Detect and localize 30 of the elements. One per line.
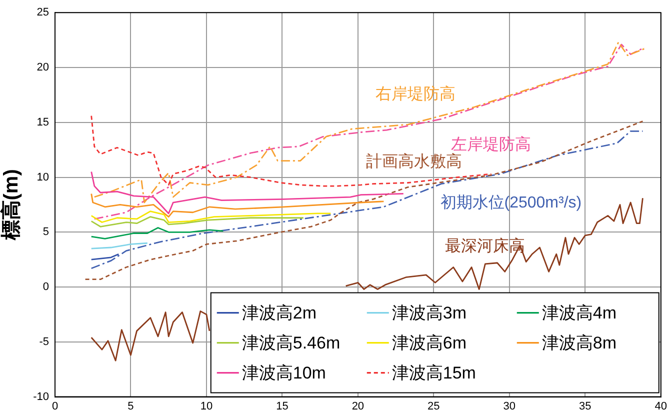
annotation: 計画高水敷高 [366, 152, 462, 170]
legend-label: 津波高6m [392, 333, 467, 352]
legend-label: 津波高10m [242, 363, 326, 382]
legend-label: 津波高2m [242, 303, 317, 322]
x-tick-label: 5 [128, 400, 134, 412]
annotation: 初期水位(2500m³/s) [440, 194, 582, 212]
x-tick-label: 25 [428, 400, 440, 412]
x-tick-label: 40 [654, 400, 668, 412]
legend-label: 津波高3m [392, 303, 467, 322]
x-tick-label: 15 [276, 400, 288, 412]
x-tick-label: 35 [579, 400, 592, 412]
x-tick-label: 10 [200, 400, 213, 412]
x-tick-label: 30 [503, 400, 516, 412]
y-tick-label: 10 [36, 171, 49, 184]
y-tick-label: -10 [33, 390, 49, 403]
x-tick-label: 0 [52, 400, 58, 412]
y-tick-label: 25 [36, 6, 49, 19]
y-tick-label: 5 [42, 226, 49, 238]
y-tick-label: -5 [39, 336, 49, 348]
annotation: 右岸堤防高 [376, 85, 456, 104]
y-tick-label: 0 [42, 281, 49, 294]
y-axis-title: 標高(m) [0, 169, 23, 242]
y-tick-label: 20 [36, 62, 49, 74]
y-tick-label: 15 [36, 116, 49, 128]
legend-label: 津波高15m [392, 363, 476, 382]
legend-label: 津波高8m [542, 333, 617, 352]
annotation: 最深河床高 [445, 236, 526, 255]
x-tick-label: 20 [352, 400, 364, 412]
legend-label: 津波高5.46m [242, 333, 340, 352]
legend-label: 津波高4m [542, 303, 617, 322]
